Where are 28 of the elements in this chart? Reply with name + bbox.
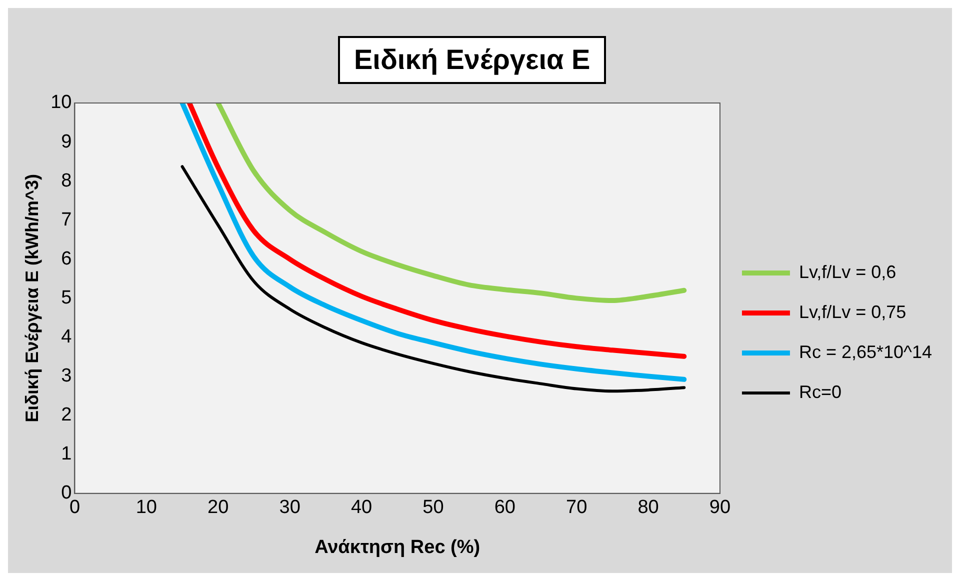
y-tick-label: 10 [50,92,72,114]
y-tick-label: 2 [61,404,72,426]
x-tick-label: 70 [566,497,588,518]
x-tick-label: 20 [208,497,229,518]
y-tick-label: 4 [61,326,72,348]
y-tick-label: 6 [61,248,72,270]
y-tick-label: 3 [61,366,72,387]
chart-title: Ειδική Ενέργεια Ε [338,36,606,84]
x-tick-label: 50 [422,497,444,518]
x-tick-label: 90 [709,497,731,518]
y-tick-label: 5 [61,287,72,308]
legend-label: Rc = 2,65*10^14 [798,342,932,362]
x-tick-label: 10 [136,497,157,518]
y-tick-label: 0 [61,482,72,504]
line-series [180,165,686,393]
x-tick-label: 30 [279,497,300,518]
x-tick-label: 60 [494,497,516,518]
x-tick-label: 40 [350,497,372,518]
x-axis-title: Ανάκτηση Rec (%) [314,536,480,558]
y-tick-label: 1 [61,444,72,465]
legend-label: Lv,f/Lv = 0,6 [798,262,896,282]
y-axis-title: Ειδική Ενέργεια Ε (kWh/m^3) [22,174,42,422]
y-tick-label: 9 [61,131,72,152]
y-tick-label: 8 [61,170,72,192]
x-tick-label: 80 [638,497,659,518]
legend-label: Lv,f/Lv = 0,75 [798,302,906,322]
y-tick-label: 7 [61,209,72,230]
legend-label: Rc=0 [798,382,842,402]
